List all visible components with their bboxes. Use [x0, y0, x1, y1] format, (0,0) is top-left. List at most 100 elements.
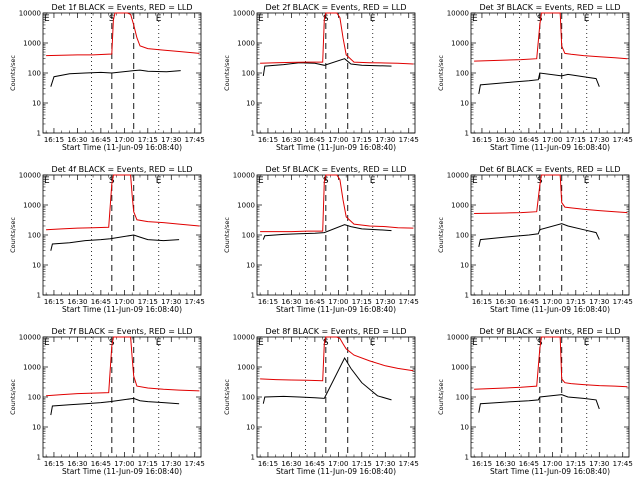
- y-axis-label: Counts/sec: [9, 55, 17, 91]
- x-tick-label: 17:45: [399, 460, 419, 468]
- x-tick-label: 17:45: [185, 298, 205, 306]
- lld-series-line: [46, 336, 200, 397]
- event-marker-label: E: [258, 338, 264, 348]
- x-axis-label: Start Time (11-Jun-09 16:08:40): [62, 467, 182, 476]
- x-tick-label: 17:45: [185, 136, 205, 144]
- x-tick-label: 17:30: [589, 460, 609, 468]
- x-tick-label: 17:00: [542, 136, 562, 144]
- event-marker-label: S: [323, 176, 329, 186]
- panel-title: Det 4f BLACK = Events, RED = LLD: [51, 165, 192, 174]
- event-marker-label: E: [44, 338, 50, 348]
- y-tick-label: 100: [456, 394, 469, 402]
- x-tick-label: 17:45: [613, 460, 633, 468]
- panel-title: Det 2f BLACK = Events, RED = LLD: [265, 3, 406, 12]
- event-marker-label: E: [44, 176, 50, 186]
- x-tick-label: 16:15: [258, 460, 278, 468]
- lld-series-line: [260, 336, 414, 382]
- y-tick-label: 10: [460, 262, 469, 270]
- y-tick-label: 10: [246, 100, 255, 108]
- x-tick-label: 16:15: [472, 136, 492, 144]
- x-axis-label: Start Time (11-Jun-09 16:08:40): [276, 143, 396, 152]
- x-tick-label: 17:45: [185, 460, 205, 468]
- x-tick-label: 16:15: [44, 136, 64, 144]
- panel-title: Det 7f BLACK = Events, RED = LLD: [51, 327, 192, 336]
- y-tick-label: 1000: [23, 364, 41, 372]
- panel-title: Det 8f BLACK = Events, RED = LLD: [265, 327, 406, 336]
- x-tick-label: 17:45: [613, 298, 633, 306]
- x-tick-label: 16:30: [495, 460, 515, 468]
- y-tick-label: 10: [32, 262, 41, 270]
- x-tick-label: 16:45: [519, 460, 539, 468]
- events-series-line: [478, 394, 600, 413]
- axes-frame: [470, 12, 630, 134]
- axes-frame: [470, 336, 630, 458]
- y-tick-label: 1: [251, 454, 255, 462]
- events-series-line: [478, 72, 600, 95]
- event-marker-label: E: [472, 176, 478, 186]
- panel-7: Det 7f BLACK = Events, RED = LLD 1 10 100 10…: [9, 327, 205, 476]
- y-tick-label: 1000: [23, 40, 41, 48]
- x-axis-label: Start Time (11-Jun-09 16:08:40): [276, 467, 396, 476]
- x-tick-label: 17:00: [542, 298, 562, 306]
- y-tick-label: 10: [246, 424, 255, 432]
- y-tick-label: 1: [465, 292, 469, 300]
- y-tick-label: 10000: [447, 172, 469, 180]
- y-tick-label: 1: [37, 454, 41, 462]
- y-tick-label: 100: [28, 232, 41, 240]
- panel-6: Det 6f BLACK = Events, RED = LLD 1 10 100 10…: [437, 165, 633, 314]
- axes-frame: [256, 12, 416, 134]
- x-tick-label: 17:00: [328, 136, 348, 144]
- y-axis-label: Counts/sec: [223, 55, 231, 91]
- x-tick-label: 16:15: [258, 136, 278, 144]
- lld-series-line: [260, 12, 414, 65]
- event-marker-label: E: [258, 14, 264, 24]
- panel-8: Det 8f BLACK = Events, RED = LLD 1 10 100 10…: [223, 327, 419, 476]
- event-marker-label: S: [537, 338, 543, 348]
- y-tick-label: 1000: [237, 364, 255, 372]
- axes-frame: [42, 12, 202, 134]
- x-tick-label: 17:00: [114, 298, 134, 306]
- y-tick-label: 1000: [23, 202, 41, 210]
- events-series-line: [50, 69, 181, 87]
- x-tick-label: 16:45: [305, 298, 325, 306]
- x-tick-label: 17:15: [566, 460, 586, 468]
- x-tick-label: 16:15: [258, 298, 278, 306]
- events-series-line: [478, 223, 600, 248]
- x-tick-label: 16:30: [281, 136, 301, 144]
- event-marker-label: S: [537, 14, 543, 24]
- event-marker-label: E: [584, 14, 590, 24]
- y-tick-label: 10000: [447, 10, 469, 18]
- x-tick-label: 16:30: [281, 298, 301, 306]
- lld-series-line: [46, 12, 200, 57]
- y-axis-label: Counts/sec: [223, 379, 231, 415]
- x-axis-label: Start Time (11-Jun-09 16:08:40): [276, 305, 396, 314]
- panel-title: Det 6f BLACK = Events, RED = LLD: [479, 165, 620, 174]
- event-marker-label: E: [472, 338, 478, 348]
- x-tick-label: 17:30: [375, 298, 395, 306]
- x-axis-label: Start Time (11-Jun-09 16:08:40): [490, 143, 610, 152]
- y-tick-label: 1000: [451, 202, 469, 210]
- y-axis-label: Counts/sec: [437, 217, 445, 253]
- x-tick-label: 16:15: [472, 298, 492, 306]
- event-marker-label: E: [370, 14, 376, 24]
- events-series-line: [262, 58, 392, 76]
- event-marker-label: E: [156, 14, 162, 24]
- y-tick-label: 10: [460, 424, 469, 432]
- x-tick-label: 16:30: [495, 136, 515, 144]
- x-tick-label: 16:45: [519, 136, 539, 144]
- x-tick-label: 17:00: [328, 460, 348, 468]
- x-tick-label: 16:15: [44, 460, 64, 468]
- y-tick-label: 10: [246, 262, 255, 270]
- x-tick-label: 17:30: [161, 460, 181, 468]
- axes-frame: [256, 336, 416, 458]
- y-tick-label: 10: [460, 100, 469, 108]
- event-marker-label: E: [44, 14, 50, 24]
- event-marker-label: E: [472, 14, 478, 24]
- y-tick-label: 10000: [19, 334, 41, 342]
- lld-series-line: [474, 336, 628, 390]
- panel-3: Det 3f BLACK = Events, RED = LLD 1 10 100 10…: [437, 3, 633, 152]
- x-tick-label: 17:15: [566, 136, 586, 144]
- events-series-line: [262, 224, 392, 240]
- y-axis-label: Counts/sec: [437, 55, 445, 91]
- event-marker-label: S: [537, 176, 543, 186]
